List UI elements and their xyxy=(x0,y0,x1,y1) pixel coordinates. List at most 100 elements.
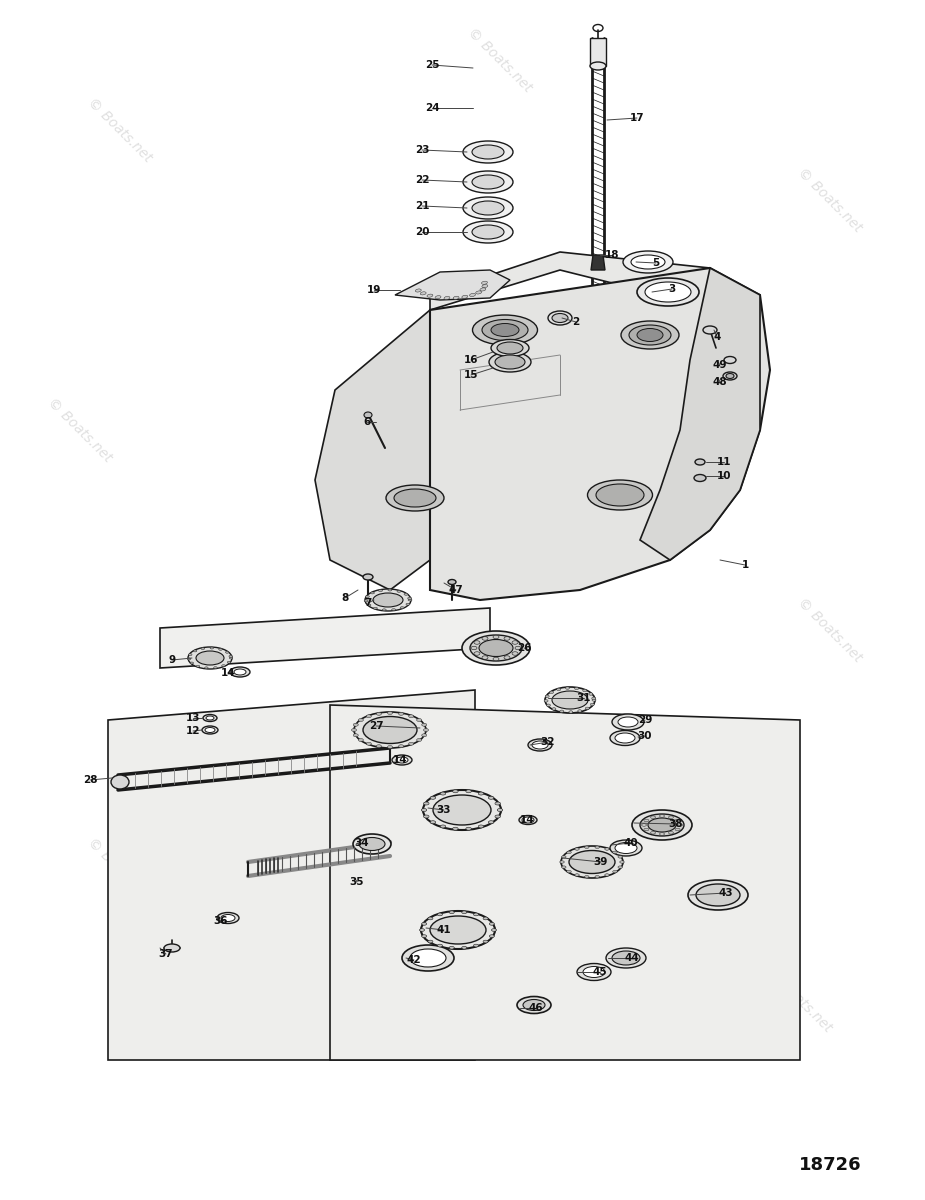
Ellipse shape xyxy=(621,320,679,349)
Ellipse shape xyxy=(606,948,646,968)
Text: 44: 44 xyxy=(624,953,639,962)
Ellipse shape xyxy=(669,832,673,834)
Ellipse shape xyxy=(421,809,426,811)
Polygon shape xyxy=(108,690,475,1060)
Ellipse shape xyxy=(596,484,644,506)
Ellipse shape xyxy=(416,719,422,721)
Ellipse shape xyxy=(650,816,656,818)
Text: 36: 36 xyxy=(214,916,228,926)
Ellipse shape xyxy=(528,739,552,751)
Text: 7: 7 xyxy=(364,598,372,608)
Ellipse shape xyxy=(548,311,572,325)
Ellipse shape xyxy=(421,911,495,949)
Ellipse shape xyxy=(675,820,680,822)
Ellipse shape xyxy=(202,726,218,734)
Ellipse shape xyxy=(188,647,232,670)
Ellipse shape xyxy=(637,278,699,306)
Ellipse shape xyxy=(463,140,513,163)
Ellipse shape xyxy=(229,658,233,659)
Ellipse shape xyxy=(401,607,404,608)
Ellipse shape xyxy=(644,820,649,822)
Ellipse shape xyxy=(402,946,454,971)
Ellipse shape xyxy=(376,745,381,748)
Ellipse shape xyxy=(201,648,204,649)
Ellipse shape xyxy=(724,356,736,364)
Ellipse shape xyxy=(424,802,429,805)
Ellipse shape xyxy=(489,923,494,925)
Ellipse shape xyxy=(463,170,513,193)
Ellipse shape xyxy=(422,733,426,737)
Text: 46: 46 xyxy=(529,1003,543,1013)
Ellipse shape xyxy=(214,667,217,668)
Text: 28: 28 xyxy=(82,775,97,785)
Text: © Boats.net: © Boats.net xyxy=(45,395,115,464)
Text: 34: 34 xyxy=(354,838,369,848)
Ellipse shape xyxy=(583,966,605,978)
Ellipse shape xyxy=(474,652,480,655)
Polygon shape xyxy=(591,254,605,270)
Ellipse shape xyxy=(190,662,193,664)
Ellipse shape xyxy=(358,738,364,742)
Text: 22: 22 xyxy=(414,175,429,185)
Ellipse shape xyxy=(491,340,529,356)
Ellipse shape xyxy=(497,342,523,354)
Ellipse shape xyxy=(365,595,369,598)
Ellipse shape xyxy=(561,866,566,869)
Ellipse shape xyxy=(612,851,617,853)
Ellipse shape xyxy=(382,608,386,611)
Ellipse shape xyxy=(504,637,510,641)
Ellipse shape xyxy=(470,293,475,296)
Ellipse shape xyxy=(352,728,356,732)
Ellipse shape xyxy=(226,652,229,653)
Ellipse shape xyxy=(489,352,531,372)
Ellipse shape xyxy=(404,593,408,595)
Ellipse shape xyxy=(519,816,537,824)
Ellipse shape xyxy=(583,689,586,691)
Ellipse shape xyxy=(605,847,610,851)
Ellipse shape xyxy=(493,635,499,638)
Ellipse shape xyxy=(512,652,518,655)
Ellipse shape xyxy=(478,824,484,828)
Text: © Boats.net: © Boats.net xyxy=(85,835,154,905)
Ellipse shape xyxy=(234,670,246,674)
Ellipse shape xyxy=(488,797,494,799)
Ellipse shape xyxy=(491,324,519,336)
Ellipse shape xyxy=(423,790,501,830)
Ellipse shape xyxy=(471,647,477,649)
Ellipse shape xyxy=(450,911,454,913)
Ellipse shape xyxy=(430,821,436,823)
Ellipse shape xyxy=(420,929,425,931)
Text: 39: 39 xyxy=(594,857,609,866)
Text: © Boats.net: © Boats.net xyxy=(796,166,865,235)
Ellipse shape xyxy=(462,295,468,299)
Text: 15: 15 xyxy=(463,370,478,380)
Ellipse shape xyxy=(561,846,623,878)
Ellipse shape xyxy=(218,648,222,650)
Text: 49: 49 xyxy=(713,360,727,370)
Ellipse shape xyxy=(374,607,377,610)
Ellipse shape xyxy=(450,947,454,949)
Ellipse shape xyxy=(545,686,595,713)
Ellipse shape xyxy=(491,929,497,931)
Text: 43: 43 xyxy=(719,888,734,898)
Ellipse shape xyxy=(422,935,426,937)
Text: 4: 4 xyxy=(713,332,721,342)
Ellipse shape xyxy=(615,733,635,743)
Ellipse shape xyxy=(440,824,446,828)
Ellipse shape xyxy=(677,823,683,827)
Ellipse shape xyxy=(482,281,487,284)
Ellipse shape xyxy=(366,715,371,718)
Ellipse shape xyxy=(577,964,611,980)
Text: 9: 9 xyxy=(168,655,176,665)
Ellipse shape xyxy=(696,884,740,906)
Ellipse shape xyxy=(618,856,623,858)
Text: 21: 21 xyxy=(414,200,429,211)
Ellipse shape xyxy=(472,226,504,239)
Text: 14: 14 xyxy=(221,668,235,678)
Ellipse shape xyxy=(592,697,596,700)
Ellipse shape xyxy=(660,833,664,835)
Ellipse shape xyxy=(388,589,392,592)
Ellipse shape xyxy=(498,809,503,811)
Ellipse shape xyxy=(189,654,192,655)
Ellipse shape xyxy=(475,290,482,294)
